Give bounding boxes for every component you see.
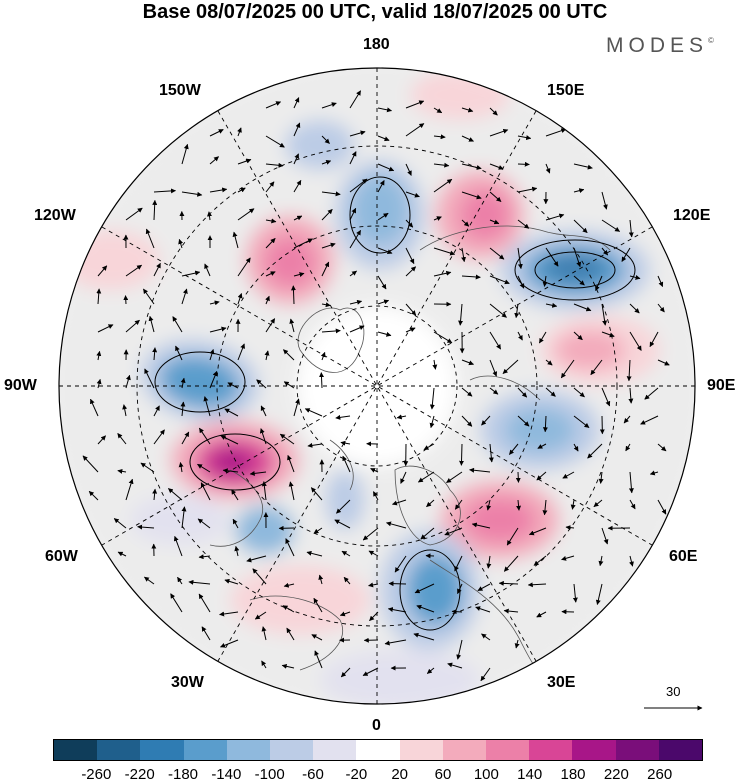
colorbar-tick-label: 140 (517, 766, 542, 783)
colorbar-segment (227, 740, 270, 760)
lon-label-120w: 120W (34, 207, 76, 225)
anomaly-blob (545, 254, 605, 282)
wind-vector (321, 373, 322, 388)
lon-label-60w: 60W (45, 548, 78, 566)
anomaly-blob (505, 408, 575, 452)
colorbar-segment (659, 740, 702, 760)
lon-label-30w: 30W (171, 674, 204, 692)
colorbar-segment (529, 740, 572, 760)
wind-vector (293, 286, 294, 304)
anomaly-blob (555, 330, 625, 370)
colorbar-tick-label: 260 (647, 766, 672, 783)
lon-label-150e: 150E (547, 82, 584, 100)
anomaly-blob (285, 120, 355, 170)
anomaly-blob (460, 190, 510, 240)
colorbar-segment (140, 740, 183, 760)
colorbar-tick-label: 100 (474, 766, 499, 783)
colorbar-segment (356, 740, 399, 760)
colorbar-segment (184, 740, 227, 760)
reference-vector-arrow (640, 686, 710, 718)
colorbar-labels: -260 -220 -180 -140 -100 -60 -20 20 60 100 140 180 2… (0, 766, 750, 784)
lon-label-90e: 90E (707, 377, 735, 395)
colorbar-tick-label: 60 (435, 766, 452, 783)
lon-label-90w: 90W (4, 377, 37, 395)
wind-vector (126, 296, 127, 304)
brand-logo: MODES© (606, 34, 714, 58)
wind-vector (518, 164, 529, 165)
colorbar-tick-label: -100 (255, 766, 285, 783)
lon-label-180: 180 (363, 36, 390, 54)
colorbar-segment (313, 740, 356, 760)
colorbar-segment (54, 740, 97, 760)
colorbar-segment (270, 740, 313, 760)
colorbar-segment (616, 740, 659, 760)
colorbar-tick-label: 180 (560, 766, 585, 783)
anomaly-shading (47, 56, 707, 716)
anomaly-blob (407, 555, 463, 625)
lon-label-150w: 150W (159, 82, 201, 100)
anomaly-blob (235, 505, 295, 555)
colorbar-tick-label: -140 (211, 766, 241, 783)
lon-label-30e: 30E (547, 674, 575, 692)
wind-vector (389, 584, 406, 585)
anomaly-blob (465, 498, 535, 542)
colorbar-tick-label: 20 (391, 766, 408, 783)
lon-label-60e: 60E (669, 548, 697, 566)
colorbar-segment (486, 740, 529, 760)
colorbar-segment (572, 740, 615, 760)
wind-vector (452, 611, 462, 612)
wind-vector (461, 444, 462, 465)
colorbar-tick-label: -60 (302, 766, 324, 783)
colorbar-segment (443, 740, 486, 760)
map-title: Base 08/07/2025 00 UTC, valid 18/07/2025… (0, 0, 750, 24)
lon-label-0: 0 (372, 717, 381, 735)
colorbar-segment (97, 740, 140, 760)
anomaly-blob (265, 237, 315, 287)
lon-label-120e: 120E (673, 207, 710, 225)
colorbar-tick-label: -180 (168, 766, 198, 783)
colorbar-tick-label: -260 (81, 766, 111, 783)
colorbar (53, 739, 703, 761)
colorbar-tick-label: 220 (604, 766, 629, 783)
anomaly-blob (60, 230, 160, 290)
colorbar-tick-label: -220 (125, 766, 155, 783)
anomaly-blob (320, 650, 480, 710)
anomaly-blob (297, 306, 457, 466)
colorbar-tick-label: -20 (345, 766, 367, 783)
wind-vector (518, 472, 519, 482)
anomaly-blob (325, 470, 365, 530)
colorbar-segment (400, 740, 443, 760)
map-disc (47, 56, 707, 716)
